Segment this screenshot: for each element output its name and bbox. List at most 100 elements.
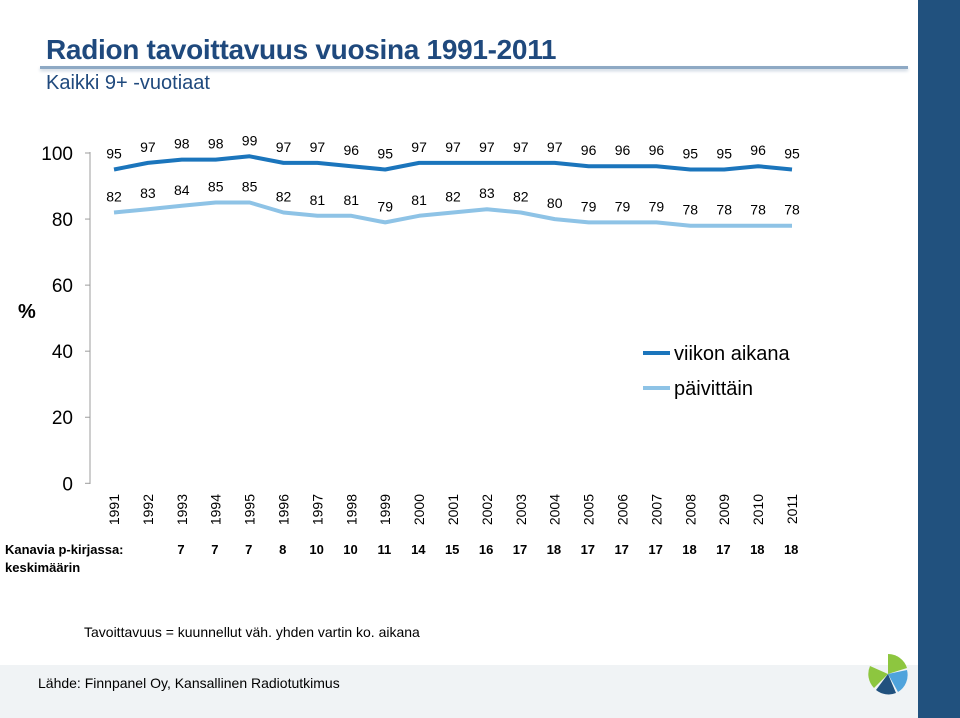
- data-label: 79: [581, 198, 597, 214]
- data-label: 95: [683, 146, 699, 162]
- data-label: 78: [750, 202, 766, 218]
- x-tick-label: 1995: [242, 494, 258, 525]
- x-tick-label: 1994: [208, 494, 224, 525]
- data-label: 83: [479, 185, 495, 201]
- chart-data-labels: 95 97 98 98 99 97 97 96 95 97 97 97 97 97 96 96 96 95 95 96…: [106, 132, 800, 217]
- table-row-value: 17: [614, 542, 628, 557]
- data-label: 81: [310, 192, 326, 208]
- data-label: 79: [649, 198, 665, 214]
- title-divider: [40, 66, 908, 69]
- data-label: 82: [276, 188, 292, 204]
- data-label: 96: [344, 142, 360, 158]
- source-band: [0, 665, 918, 718]
- x-tick-label: 2001: [445, 494, 461, 525]
- y-tick-label: 20: [52, 408, 73, 429]
- x-tick-label: 2008: [682, 494, 698, 525]
- x-tick-label: 2010: [750, 494, 766, 525]
- table-row-value: 15: [445, 542, 459, 557]
- x-tick-label: 1991: [106, 494, 122, 525]
- table-row-value: 18: [750, 542, 764, 557]
- data-label: 82: [106, 188, 122, 204]
- data-label: 97: [547, 139, 563, 155]
- table-row-value: 18: [784, 542, 798, 557]
- y-tick-label: 40: [52, 342, 73, 363]
- data-label: 97: [445, 139, 461, 155]
- chart-legend: viikon aikana päivittäin: [643, 343, 791, 400]
- data-label: 78: [716, 202, 732, 218]
- table-row-value: 11: [378, 542, 392, 557]
- data-label: 85: [208, 179, 224, 195]
- data-label: 79: [377, 198, 393, 214]
- data-label: 82: [513, 188, 529, 204]
- legend-label: päivittäin: [674, 378, 753, 400]
- x-tick-label: 1999: [377, 494, 393, 525]
- side-accent-bar: [918, 0, 960, 718]
- x-tick-label: 2009: [716, 494, 732, 525]
- page-subtitle: Kaikki 9+ -vuotiaat: [46, 72, 210, 94]
- x-tick-label: 2004: [547, 494, 563, 525]
- table-row-value: 17: [716, 542, 730, 557]
- table-row-value: 18: [547, 542, 561, 557]
- x-tick-label: 2002: [479, 494, 495, 525]
- data-label: 97: [276, 139, 292, 155]
- y-axis-title: %: [18, 301, 36, 323]
- channels-table-row: Kanavia p-kirjassa: keskimäärin 7 7 7 8 10 10 11…: [5, 542, 798, 575]
- y-tick-label: 0: [62, 474, 73, 495]
- table-row-value: 7: [211, 542, 218, 557]
- data-label: 95: [784, 146, 800, 162]
- data-label: 95: [377, 146, 393, 162]
- x-tick-label: 2005: [581, 494, 597, 525]
- data-label: 79: [615, 198, 631, 214]
- data-label: 80: [547, 195, 563, 211]
- chart-series: [113, 154, 793, 228]
- table-row-value: 7: [245, 542, 252, 557]
- data-label: 81: [411, 192, 427, 208]
- data-label: 97: [479, 139, 495, 155]
- table-row-label: Kanavia p-kirjassa:: [5, 542, 124, 557]
- data-label: 78: [683, 202, 699, 218]
- data-label: 82: [445, 188, 461, 204]
- x-tick-label: 1992: [140, 494, 156, 525]
- data-label: 98: [174, 136, 190, 152]
- data-label: 95: [106, 146, 122, 162]
- data-label: 99: [242, 132, 258, 148]
- data-label: 97: [310, 139, 326, 155]
- data-label: 97: [411, 139, 427, 155]
- x-tick-label: 2000: [411, 494, 427, 525]
- table-row-value: 18: [682, 542, 696, 557]
- table-row-value: 10: [343, 542, 357, 557]
- chart-axes: 0 20 40 60 80 100% 1991 1992 1993 1994 1995 1996 199…: [18, 144, 800, 525]
- source-note: Lähde: Finnpanel Oy, Kansallinen Radiotu…: [38, 675, 340, 691]
- data-label: 81: [344, 192, 360, 208]
- x-tick-label: 2006: [615, 494, 631, 525]
- series-line-weekly: [113, 154, 793, 172]
- data-label: 95: [716, 146, 732, 162]
- data-label: 85: [242, 179, 258, 195]
- y-tick-label: 60: [52, 276, 73, 297]
- data-label: 97: [513, 139, 529, 155]
- data-label: 97: [140, 139, 156, 155]
- legend-label: viikon aikana: [674, 343, 791, 365]
- finnpanel-logo-icon: [868, 654, 908, 695]
- y-tick-label: 100: [41, 144, 73, 165]
- data-label: 83: [140, 185, 156, 201]
- x-tick-label: 1997: [309, 494, 325, 525]
- table-row-value: 10: [309, 542, 323, 557]
- series-line-daily: [113, 200, 792, 228]
- table-row-value: 7: [177, 542, 184, 557]
- y-tick-label: 80: [52, 210, 73, 231]
- data-label: 78: [784, 202, 800, 218]
- definition-note: Tavoittavuus = kuunnellut väh. yhden var…: [84, 624, 420, 640]
- data-label: 96: [581, 142, 597, 158]
- x-tick-label: 1996: [276, 494, 292, 525]
- x-tick-label: 2011: [784, 494, 800, 524]
- x-tick-label: 2003: [513, 494, 529, 525]
- reach-line-chart: 0 20 40 60 80 100% 1991 1992 1993 1994 1995 1996 199…: [5, 132, 800, 575]
- page-title: Radion tavoittavuus vuosina 1991-2011: [46, 34, 557, 65]
- x-tick-label: 1993: [174, 494, 190, 525]
- data-label: 96: [750, 142, 766, 158]
- table-row-label: keskimäärin: [5, 560, 80, 575]
- data-label: 98: [208, 136, 224, 152]
- table-row-value: 17: [581, 542, 595, 557]
- x-tick-label: 1998: [343, 494, 359, 525]
